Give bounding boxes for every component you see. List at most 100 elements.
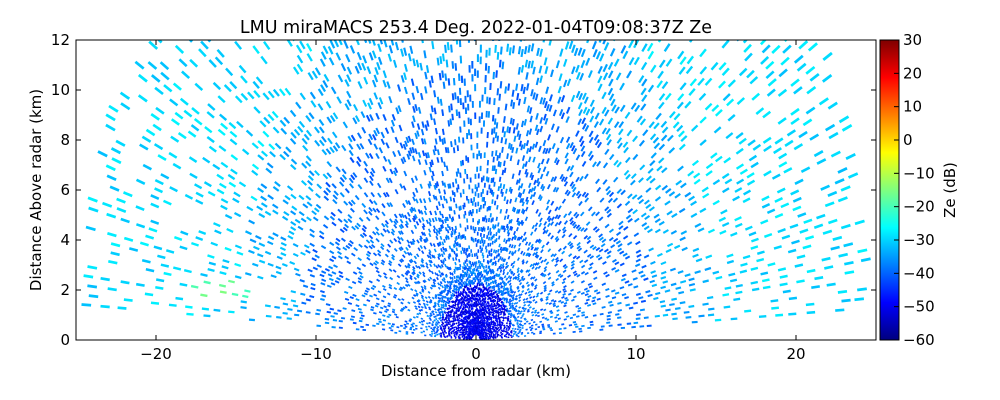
radar-gate [445, 234, 449, 239]
radar-gate [353, 247, 359, 252]
radar-gate [444, 263, 447, 268]
radar-gate [541, 316, 545, 319]
radar-gate [762, 136, 772, 144]
radar-gate [495, 237, 498, 242]
radar-gate [611, 296, 617, 300]
radar-gate [508, 282, 512, 286]
radar-gate [459, 305, 462, 309]
radar-gate [800, 18, 808, 26]
radar-gate [591, 299, 596, 303]
radar-gate [565, 136, 571, 143]
radar-gate [532, 191, 537, 198]
radar-gate [552, 302, 556, 306]
radar-gate [429, 242, 433, 247]
radar-gate [570, 288, 574, 292]
radar-gate [380, 261, 385, 266]
radar-gate [501, 126, 505, 133]
radar-gate [399, 218, 404, 224]
radar-gate [587, 282, 592, 286]
radar-gate [470, 333, 473, 336]
radar-gate [272, 186, 280, 192]
radar-gate [643, 316, 649, 319]
radar-gate [634, 104, 641, 113]
radar-gate [305, 129, 313, 137]
radar-gate [491, 224, 495, 229]
radar-gate [274, 181, 281, 187]
radar-gate [502, 324, 506, 327]
radar-gate [286, 40, 293, 47]
radar-gate [806, 310, 816, 315]
radar-gate [423, 210, 428, 216]
radar-gate [420, 294, 424, 298]
radar-gate [522, 86, 526, 95]
radar-gate [559, 274, 564, 278]
radar-gate [449, 196, 453, 202]
radar-gate [433, 278, 437, 282]
radar-gate [438, 299, 442, 303]
radar-gate [423, 304, 427, 308]
radar-gate [751, 92, 761, 101]
radar-gate [322, 45, 329, 55]
radar-gate [464, 295, 467, 299]
radar-gate [722, 93, 731, 102]
radar-gate [562, 288, 566, 292]
radar-gate [519, 235, 524, 240]
radar-gate [464, 299, 467, 302]
radar-gate [262, 130, 270, 138]
radar-gate [622, 235, 629, 240]
radar-gate [523, 46, 528, 55]
radar-gate [306, 201, 313, 207]
radar-gate [529, 263, 533, 268]
radar-gate [489, 259, 492, 263]
radar-gate [530, 246, 534, 251]
radar-gate [283, 116, 291, 124]
radar-gate [750, 245, 759, 250]
radar-gate [330, 7, 334, 16]
radar-gate [471, 331, 474, 334]
radar-gate [496, 88, 500, 96]
radar-gate [506, 153, 509, 160]
radar-gate [543, 266, 548, 270]
radar-gate [174, 44, 185, 54]
radar-gate [214, 56, 224, 66]
radar-gate [518, 133, 522, 140]
radar-gate [330, 86, 337, 95]
radar-gate [520, 316, 523, 319]
radar-gate [530, 187, 534, 193]
radar-gate [750, 161, 759, 169]
radar-gate [441, 300, 445, 304]
radar-gate [525, 320, 529, 323]
radar-gate [632, 135, 639, 143]
radar-gate [319, 234, 325, 240]
radar-gate [598, 216, 604, 222]
radar-gate [551, 143, 556, 150]
radar-gate [416, 130, 420, 137]
radar-gate [515, 301, 519, 305]
radar-gate [422, 302, 426, 306]
radar-gate [583, 227, 588, 233]
radar-gate [453, 230, 456, 235]
radar-gate [581, 314, 586, 317]
radar-gate [499, 289, 503, 293]
radar-gate [535, 294, 539, 298]
radar-gate [433, 304, 437, 308]
radar-gate [431, 170, 435, 177]
radar-gate [451, 190, 455, 196]
radar-gate [424, 159, 428, 166]
radar-gate [699, 207, 707, 213]
radar-gate [325, 181, 331, 188]
radar-gate [541, 273, 545, 277]
radar-gate [771, 44, 781, 54]
radar-gate [411, 92, 416, 100]
radar-gate [604, 109, 610, 117]
radar-gate [539, 196, 543, 202]
radar-gate [442, 290, 446, 294]
radar-gate [446, 307, 449, 311]
radar-gate [437, 282, 440, 286]
radar-gate [411, 146, 416, 154]
radar-gate [428, 251, 432, 256]
radar-gate [653, 142, 661, 150]
radar-gate [587, 303, 592, 307]
radar-gate [546, 199, 551, 205]
radar-gate [462, 266, 465, 270]
